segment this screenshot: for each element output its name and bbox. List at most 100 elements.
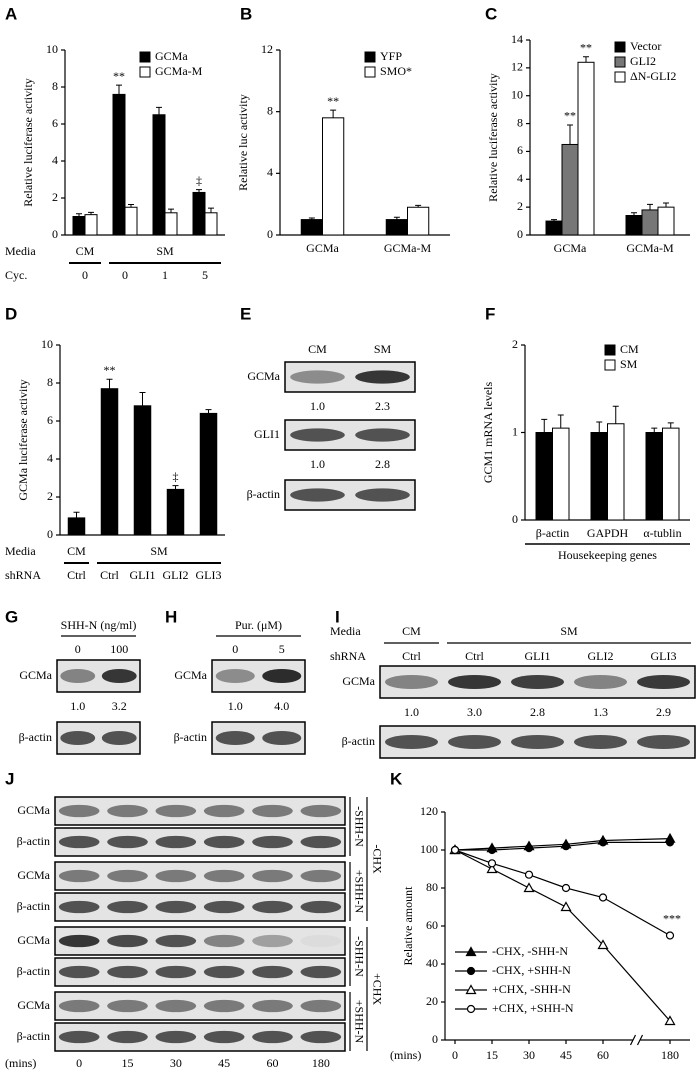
blot-band — [355, 428, 410, 442]
label: 1.0 — [228, 699, 243, 713]
blot-band — [58, 934, 100, 948]
label: β-actin — [17, 834, 50, 848]
x-tick-label: 0 — [452, 1048, 458, 1062]
error-bar — [73, 511, 80, 518]
y-tick-label: 0 — [52, 227, 58, 241]
bar — [577, 61, 595, 236]
label: 3.0 — [467, 705, 482, 719]
blot-band — [448, 734, 501, 750]
bar — [545, 220, 563, 236]
side-label: +SHH-N — [352, 870, 366, 914]
axis-break — [636, 1034, 644, 1046]
side-label: +CHX — [370, 973, 384, 1005]
error-bar — [106, 378, 113, 389]
label: 0 — [75, 642, 81, 656]
marker — [466, 966, 476, 976]
x-tick-label: 60 — [597, 1048, 609, 1062]
x-tick-label: GCMa-M — [384, 241, 432, 255]
y-tick-label: 100 — [420, 842, 438, 856]
bar — [645, 432, 663, 521]
blot-band — [203, 965, 245, 979]
blot-band — [155, 835, 197, 849]
legend-label: CM — [620, 342, 639, 356]
bar — [164, 212, 178, 236]
marker — [487, 845, 497, 855]
x-tick-label: Ctrl — [67, 568, 86, 582]
blot-band — [385, 674, 438, 690]
blot-frame — [54, 796, 346, 826]
annotation: ** — [580, 40, 592, 54]
label: CM — [402, 624, 421, 638]
panel-letter: J — [5, 769, 14, 788]
bar — [590, 432, 608, 521]
x-tick-label: 15 — [486, 1048, 498, 1062]
label: Media — [330, 624, 361, 638]
legend-label: -CHX, +SHH-N — [492, 963, 571, 977]
blot-frame — [54, 861, 346, 891]
blot-frame — [54, 991, 346, 1021]
panel-letter: F — [485, 304, 495, 323]
y-tick-label: 4 — [267, 165, 273, 179]
side-label: -CHX — [370, 844, 384, 874]
blot-band — [58, 804, 100, 818]
y-tick-label: 8 — [47, 375, 53, 389]
group-label: CM — [67, 544, 86, 558]
blot-band — [203, 804, 245, 818]
legend-label: GCMa — [155, 49, 188, 63]
y-tick-label: 2 — [517, 199, 523, 213]
label: 15 — [122, 1056, 134, 1070]
marker — [561, 883, 571, 893]
x-tick-label: 5 — [202, 268, 208, 282]
blot-band — [300, 934, 342, 948]
y-tick-label: 6 — [517, 143, 523, 157]
y-tick-label: 6 — [52, 116, 58, 130]
label: GCMa — [174, 668, 207, 682]
blot-band — [252, 999, 293, 1013]
label: 4.0 — [274, 699, 289, 713]
y-tick-label: 0 — [267, 227, 273, 241]
x-axis-label: (mins) — [390, 1048, 421, 1062]
bar — [552, 427, 570, 521]
blot-frame — [54, 926, 346, 956]
side-label: -SHH-N — [352, 806, 366, 847]
blot-band — [300, 835, 342, 849]
marker — [523, 882, 535, 893]
legend-label: YFP — [380, 49, 402, 63]
y-tick-label: 8 — [52, 79, 58, 93]
y-axis-label: GCM1 mRNA levels — [481, 382, 495, 484]
series-line — [454, 849, 671, 937]
series-line — [454, 838, 671, 851]
blot-band — [300, 804, 342, 818]
label: (mins) — [5, 1056, 36, 1070]
legend-swatch — [364, 51, 376, 63]
x-tick-label: GLI2 — [163, 568, 189, 582]
blot-band — [252, 1030, 293, 1044]
marker — [524, 870, 534, 879]
y-tick-label: 14 — [511, 32, 523, 46]
marker — [665, 838, 675, 847]
x-axis-label: Housekeeping genes — [558, 548, 657, 562]
legend-label: +CHX, -SHH-N — [492, 982, 571, 996]
y-axis-label: GCMa luciferase activity — [16, 379, 30, 500]
blot-band — [58, 999, 100, 1013]
error-bar — [651, 427, 658, 433]
y-tick-label: 1 — [512, 424, 518, 438]
x-tick-label: GCMa — [306, 241, 339, 255]
y-tick-label: 0 — [517, 227, 523, 241]
panel-letter: G — [5, 607, 18, 626]
blot-band — [300, 965, 342, 979]
y-tick-label: 0 — [432, 1032, 438, 1046]
bar — [84, 214, 98, 236]
label: β-actin — [17, 964, 50, 978]
blot-band — [155, 934, 197, 948]
legend-swatch — [614, 56, 626, 68]
label: 2.8 — [530, 705, 545, 719]
marker — [597, 939, 609, 950]
y-tick-label: 20 — [426, 994, 438, 1008]
legend-label: -CHX, -SHH-N — [492, 944, 568, 958]
blot-band — [58, 965, 100, 979]
axis-break-gap — [632, 1038, 641, 1042]
error-bar — [647, 203, 653, 210]
blot-band — [155, 900, 197, 914]
row-label: Media — [5, 244, 36, 258]
